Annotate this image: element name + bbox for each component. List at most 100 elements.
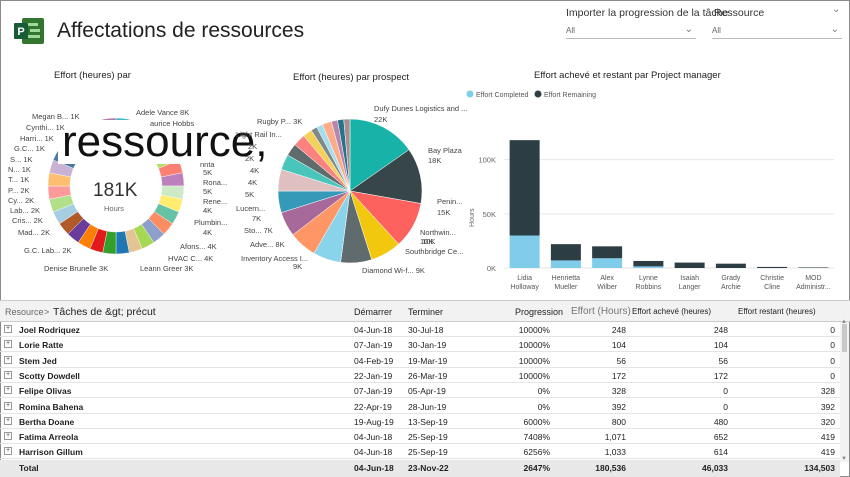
- x-tick-label: Mueller: [554, 284, 578, 291]
- bar-segment[interactable]: [757, 266, 788, 268]
- pie-slice[interactable]: [349, 118, 410, 192]
- donut1-label: P... 2K: [8, 186, 30, 195]
- table-row[interactable]: + Romina Bahena 22-Apr-19 28-Jun-19 0% 392 0 39…: [0, 399, 840, 414]
- chevron-down-icon: ⌄: [684, 24, 693, 35]
- bar-segment[interactable]: [592, 246, 623, 259]
- scroll-up-icon[interactable]: ▲: [841, 319, 847, 325]
- donut1-label: Denise Brunelle 3K: [44, 264, 109, 273]
- pie2-title: Effort (heures) par prospect: [293, 72, 409, 83]
- expand-icon[interactable]: +: [4, 340, 12, 349]
- table-row[interactable]: + Fatima Arreola 04-Jun-18 25-Sep-19 7408% 1,…: [0, 429, 840, 445]
- donut1-label: Cy... 2K: [8, 196, 35, 205]
- table-row[interactable]: + Stem Jed 04-Feb-19 19-Mar-19 10000% 56 56 0: [0, 353, 840, 368]
- donut1-label: 4K: [203, 206, 213, 215]
- total-remaining: 134,503: [804, 463, 835, 473]
- legend-marker[interactable]: [466, 90, 474, 98]
- expand-icon[interactable]: +: [4, 325, 12, 333]
- row-end: 25-Sep-19: [408, 432, 448, 443]
- chevron-down-icon[interactable]: ⌄: [832, 4, 841, 15]
- pie-slice[interactable]: [343, 118, 351, 192]
- scroll-down-icon[interactable]: ▼: [841, 456, 847, 462]
- donut1-label: G.C. Lab... 2K: [24, 246, 72, 255]
- table-row[interactable]: + Bertha Doane 19-Aug-19 13-Sep-19 6000% 800 4…: [0, 414, 840, 429]
- expand-icon[interactable]: +: [4, 416, 12, 425]
- bar-segment[interactable]: [550, 244, 581, 261]
- donut1-label: Afons... 4K: [180, 242, 217, 251]
- col-progress[interactable]: Progression: [515, 307, 564, 317]
- row-progress: 6256%: [523, 447, 550, 458]
- col-end[interactable]: Terminer: [408, 307, 444, 317]
- assignments-table: Resource > Tâches de &gt; précut Démarre…: [0, 300, 850, 477]
- row-done: 480: [713, 416, 728, 427]
- row-effort: 248: [611, 325, 626, 335]
- x-tick-label: Christie: [760, 275, 784, 282]
- x-tick-label: Wilber: [597, 284, 618, 291]
- table-row[interactable]: + Felipe Olivas 07-Jan-19 05-Apr-19 0% 328 0 32…: [0, 383, 840, 399]
- bar-segment[interactable]: [715, 263, 746, 268]
- x-tick-label: Robbins: [636, 284, 662, 291]
- bar-segment[interactable]: [550, 260, 581, 268]
- pie2-label: 22K: [374, 115, 388, 124]
- col-remaining[interactable]: Effort restant (heures): [738, 307, 816, 316]
- scrollbar-thumb[interactable]: [842, 324, 847, 352]
- y-tick-label: 50K: [483, 210, 496, 219]
- donut1-label: Cris... 2K: [12, 216, 43, 225]
- row-resource: Felipe Olivas: [19, 386, 72, 397]
- pie2-label: 15K: [437, 208, 451, 217]
- expand-icon[interactable]: +: [4, 355, 12, 364]
- group-header: Resource: [5, 307, 44, 317]
- expand-icon[interactable]: +: [4, 370, 12, 379]
- row-resource: Romina Bahena: [19, 401, 84, 412]
- legend-label: Effort Completed: [476, 92, 529, 99]
- col-done[interactable]: Effort achevé (heures): [632, 307, 712, 316]
- table-row[interactable]: + Joel Rodriquez 04-Jun-18 30-Jul-18 10000% 2…: [0, 322, 840, 337]
- bar-chart-effort-by-pm[interactable]: Effort Completed Effort Remaining 0K 50K 100…: [466, 84, 846, 298]
- pie2-label: Light Rail In...: [236, 130, 282, 139]
- bar-segment[interactable]: [592, 258, 623, 268]
- row-resource: Lorie Ratte: [19, 340, 64, 351]
- donut1-label: 5K: [203, 168, 213, 177]
- donut1-center-label: Hours: [104, 204, 125, 213]
- row-end: 13-Sep-19: [408, 416, 448, 427]
- col-effort[interactable]: Effort (Hours): [571, 306, 631, 317]
- bar-segment[interactable]: [798, 267, 829, 268]
- expand-icon[interactable]: +: [4, 386, 12, 395]
- x-tick-label: Isaiah: [680, 275, 699, 282]
- expand-icon[interactable]: +: [4, 447, 12, 456]
- donut1-label: G.C... 1K: [14, 144, 45, 153]
- table-row[interactable]: + Scotty Dowdell 22-Jan-19 26-Mar-19 10000% 1…: [0, 368, 840, 383]
- legend-marker[interactable]: [534, 90, 542, 98]
- donut1-label: Adele Vance 8K: [136, 108, 190, 117]
- expand-icon[interactable]: +: [4, 432, 12, 441]
- bar-segment[interactable]: [674, 262, 705, 268]
- expand-icon[interactable]: +: [4, 401, 12, 410]
- row-resource: Harrison Gillum: [19, 447, 83, 458]
- row-done: 0: [723, 401, 728, 412]
- filter-progress-dropdown[interactable]: All ⌄: [566, 24, 696, 39]
- x-tick-label: Archie: [721, 284, 741, 291]
- bar-segment[interactable]: [509, 235, 540, 269]
- bar-segment[interactable]: [633, 266, 664, 268]
- total-start: 04-Jun-18: [354, 463, 394, 473]
- filter-resource-dropdown[interactable]: All ⌄: [712, 24, 842, 39]
- donut1-label: 4K: [203, 228, 213, 237]
- pie2-label: Diamond Wi-f... 9K: [362, 266, 425, 275]
- table-row[interactable]: + Harrison Gillum 04-Jun-18 25-Sep-19 6256% 1…: [0, 444, 840, 460]
- sub-header: Tâches de &gt; précut: [53, 306, 156, 318]
- donut1-label: N... 1K: [8, 165, 31, 174]
- donut1-label: 5K: [203, 187, 213, 196]
- pie-effort-by-prospect[interactable]: [277, 118, 423, 264]
- donut1-label: Harri... 1K: [20, 134, 54, 143]
- table-scrollbar[interactable]: [840, 322, 849, 462]
- pie2-label: Penin...: [437, 197, 463, 206]
- legend-label: Effort Remaining: [544, 92, 596, 99]
- table-row[interactable]: + Lorie Ratte 07-Jan-19 30-Jan-19 10000% 104 1…: [0, 337, 840, 353]
- bar-segment[interactable]: [509, 140, 540, 236]
- chevron-down-icon: ⌄: [830, 24, 839, 35]
- y-axis-label: Hours: [469, 208, 476, 227]
- bar-segment[interactable]: [633, 260, 664, 267]
- donut1-label: Rene...: [203, 197, 228, 206]
- col-start[interactable]: Démarrer: [354, 307, 393, 317]
- row-done: 172: [713, 370, 728, 381]
- filter-progress-label: Importer la progression de la tâche: [566, 7, 729, 19]
